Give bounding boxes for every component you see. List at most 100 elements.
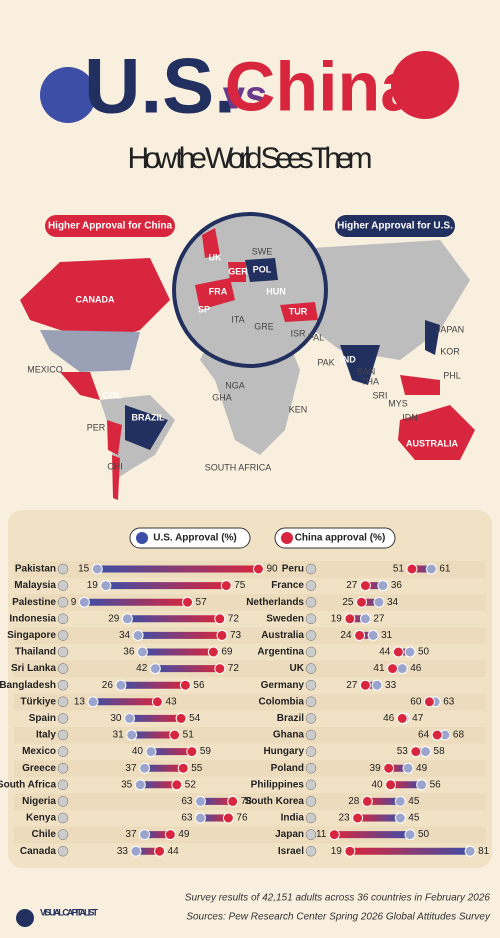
flag: [305, 746, 317, 757]
value-label: 30: [110, 713, 122, 724]
china-dot: [214, 663, 226, 675]
us-dot: [371, 679, 383, 691]
country-label: Germany: [261, 680, 305, 691]
flag: [57, 829, 69, 840]
value-label: 37: [125, 829, 137, 840]
map-label: MEXICO: [27, 364, 63, 374]
value-label: 61: [439, 564, 451, 575]
us-dot: [139, 762, 151, 774]
us-dot: [425, 563, 437, 575]
value-label: 9: [71, 597, 77, 608]
row-stripe: [14, 760, 486, 777]
value-label: 57: [196, 597, 208, 608]
china-dot: [179, 679, 191, 691]
value-label: 31: [381, 630, 393, 641]
badge-us-text: Higher Approval for U.S.: [337, 221, 453, 232]
value-label: 35: [121, 779, 133, 790]
value-label: 50: [418, 647, 430, 658]
map-label: BAN: [357, 366, 376, 376]
china-dot: [154, 845, 166, 857]
value-label: 78: [241, 796, 253, 807]
flag: [305, 713, 317, 724]
value-label: 42: [136, 663, 148, 674]
world-map: [20, 212, 475, 500]
map-label: PER: [87, 422, 106, 432]
value-label: 50: [418, 829, 430, 840]
country-label: Philippines: [251, 779, 305, 790]
value-label: 34: [119, 630, 131, 641]
flag: [305, 630, 317, 641]
map-label: HUN: [266, 286, 286, 296]
value-label: 27: [373, 613, 385, 624]
china-dot: [396, 712, 408, 724]
flag: [57, 596, 69, 608]
china-dot: [387, 663, 399, 675]
value-label: 56: [430, 779, 442, 790]
flag: [57, 762, 69, 774]
us-dot: [121, 613, 133, 625]
badge-us: [335, 215, 455, 237]
row-stripe: [14, 693, 486, 711]
value-label: 46: [410, 663, 422, 674]
value-label: 39: [370, 763, 382, 774]
value-label: 26: [102, 680, 114, 691]
value-label: 15: [78, 564, 90, 575]
country-label: France: [271, 580, 304, 591]
brand: VISUAL CAPITALIST: [40, 907, 99, 917]
flag: [57, 696, 69, 708]
china-dot: [177, 762, 189, 774]
flag: [305, 696, 317, 708]
value-label: 54: [189, 713, 201, 724]
value-label: 60: [410, 696, 422, 707]
country-label: Australia: [261, 630, 304, 641]
country-label: Brazil: [277, 713, 304, 724]
title-vs: vs: [223, 74, 268, 118]
flag: [57, 563, 69, 575]
us-dot: [402, 762, 414, 774]
country-label: Pakistan: [15, 564, 56, 575]
value-label: 33: [117, 846, 129, 857]
us-dot: [396, 663, 408, 675]
country-label: Palestine: [12, 597, 56, 608]
country-label: India: [281, 813, 305, 824]
map-label: ISR: [290, 328, 306, 338]
map-label: GER: [228, 266, 248, 276]
china-dot: [392, 646, 404, 658]
flag: [57, 613, 69, 625]
flag: [57, 679, 69, 691]
value-label: 37: [125, 763, 137, 774]
value-label: 49: [416, 763, 428, 774]
legend-swatch: [281, 532, 293, 544]
title-us: U.S.: [84, 42, 236, 130]
row-stripe: [14, 660, 486, 678]
country-label: Poland: [271, 763, 304, 774]
flag: [305, 796, 317, 807]
value-label: 69: [221, 647, 233, 658]
value-label: 25: [342, 597, 354, 608]
value-label: 56: [193, 680, 205, 691]
value-label: 23: [338, 813, 350, 824]
value-label: 46: [383, 713, 395, 724]
country-label: UK: [290, 663, 305, 674]
flag: [57, 779, 69, 791]
map-label: BRAZIL: [132, 412, 165, 422]
value-label: 58: [434, 746, 446, 757]
map-label: AUSTRALIA: [406, 438, 458, 448]
us-dot: [115, 679, 127, 691]
china-dot: [359, 679, 371, 691]
value-label: 24: [340, 630, 352, 641]
flag: [305, 729, 317, 741]
value-label: 90: [267, 564, 279, 575]
value-label: 44: [168, 846, 180, 857]
value-label: 43: [165, 696, 177, 707]
map-label: PAL: [308, 332, 324, 342]
china-dot: [151, 696, 163, 708]
badge-china-text: Higher Approval for China: [48, 221, 173, 232]
flag: [305, 613, 317, 625]
us-dot: [394, 812, 406, 824]
country-label: Malaysia: [14, 580, 56, 591]
legend-box: [274, 527, 396, 549]
map-label: MYS: [388, 398, 408, 408]
flag: [305, 679, 317, 691]
value-label: 49: [178, 829, 190, 840]
